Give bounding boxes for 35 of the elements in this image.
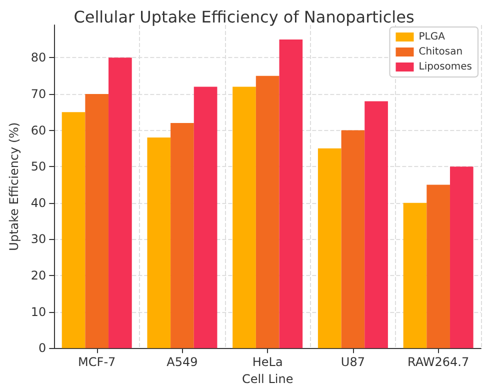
bar [403, 202, 427, 348]
bar [318, 148, 342, 348]
x-tick-label: U87 [340, 355, 365, 370]
y-tick-label: 70 [30, 86, 46, 101]
y-tick-label: 60 [30, 123, 46, 138]
x-tick-label: MCF-7 [78, 355, 116, 370]
bar [426, 184, 450, 348]
y-axis-title: Uptake Efficiency (%) [7, 122, 21, 251]
bar [450, 166, 474, 348]
bar [341, 130, 365, 348]
bar [232, 86, 256, 348]
y-tick-label: 20 [30, 268, 46, 282]
legend-label: Liposomes [418, 62, 472, 72]
bar [108, 58, 132, 348]
bar [147, 138, 171, 348]
y-tick-label: 50 [30, 160, 46, 174]
bar [62, 112, 86, 348]
bar [85, 94, 109, 348]
bar [170, 123, 194, 348]
x-tick-label: HeLa [252, 355, 283, 370]
bar [256, 76, 280, 348]
bar [279, 40, 303, 348]
x-tick-label: A549 [166, 355, 198, 370]
legend-label: PLGA [418, 32, 446, 42]
x-tick-label: RAW264.7 [408, 355, 470, 370]
chart-title: Cellular Uptake Efficiency of Nanoparticles [74, 8, 414, 26]
y-tick-label: 0 [38, 341, 46, 356]
bar [364, 101, 388, 348]
y-tick-label: 30 [30, 232, 46, 246]
y-tick-label: 10 [30, 304, 46, 319]
x-axis-title: Cell Line [242, 372, 294, 386]
y-tick-label: 80 [30, 50, 46, 65]
y-tick-label: 40 [30, 196, 46, 210]
bar [194, 86, 218, 348]
legend-label: Chitosan [418, 46, 463, 58]
